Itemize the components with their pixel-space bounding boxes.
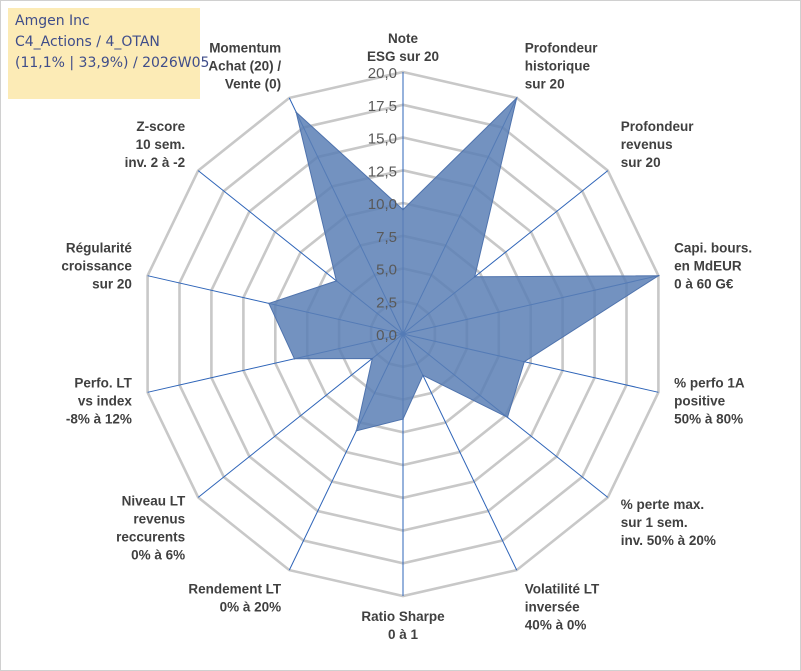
category-label: Profondeur historique sur 20 <box>525 40 598 91</box>
tick-label: 12,5 <box>368 163 397 180</box>
data-point <box>506 416 509 419</box>
data-point <box>371 357 374 360</box>
data-point <box>515 97 518 99</box>
title-line-1: Amgen Inc <box>15 13 90 29</box>
category-label: Z-score 10 sem. inv. 2 à -2 <box>125 119 186 170</box>
radar-series-area <box>268 96 661 432</box>
tick-label: 15,0 <box>368 131 397 148</box>
tick-label: 5,0 <box>376 262 397 279</box>
data-point <box>422 374 424 377</box>
category-label: Perfo. LT vs index -8% à 12% <box>66 375 133 426</box>
category-label: % perfo 1A positive 50% à 80% <box>674 375 745 426</box>
radar-spoke <box>197 333 404 498</box>
data-point <box>402 208 404 211</box>
category-label: Niveau LT revenus reccurents 0% à 6% <box>116 494 186 563</box>
category-label: Profondeur revenus sur 20 <box>621 119 694 170</box>
tick-label: 0,0 <box>376 327 397 344</box>
title-line-3: (11,1% | 33,9%) / 2026W05 <box>15 55 210 71</box>
data-point <box>293 358 296 360</box>
tick-label: 7,5 <box>376 229 397 246</box>
category-label: Note ESG sur 20 <box>367 31 439 64</box>
data-point <box>473 276 476 278</box>
radar-category-labels: Note ESG sur 20 Profondeur historique sur 20… <box>61 31 752 642</box>
data-point <box>402 418 404 420</box>
tick-label: 17,5 <box>368 98 397 115</box>
data-point <box>268 302 270 305</box>
category-label: Momentum Achat (20) / Vente (0) <box>208 40 281 91</box>
title-line-2: C4_Actions / 4_OTAN <box>15 34 160 50</box>
data-point <box>657 274 660 277</box>
category-label: Régularité croissance sur 20 <box>61 241 132 292</box>
category-label: Capi. bours. en MdEUR 0 à 60 G€ <box>674 241 752 292</box>
tick-label: 10,0 <box>368 196 397 213</box>
data-point <box>295 111 297 113</box>
data-point <box>523 360 526 363</box>
data-point <box>335 280 338 282</box>
chart-title-box: Amgen Inc C4_Actions / 4_OTAN (11,1% | 3… <box>8 8 210 99</box>
data-point <box>355 430 358 432</box>
series-area <box>268 96 661 432</box>
tick-label: 20,0 <box>368 65 397 82</box>
radar-tick-labels: 0,0 2,5 5,0 7,5 10,0 12,5 15,0 17,5 20,0 <box>368 65 397 344</box>
category-label: Ratio Sharpe 0 à 1 <box>361 609 445 642</box>
category-label: Volatilité LT inversée 40% à 0% <box>525 582 600 633</box>
category-label: % perte max. sur 1 sem. inv. 50% à 20% <box>621 497 716 548</box>
tick-label: 2,5 <box>376 294 397 311</box>
category-label: Rendement LT 0% à 20% <box>188 582 282 615</box>
